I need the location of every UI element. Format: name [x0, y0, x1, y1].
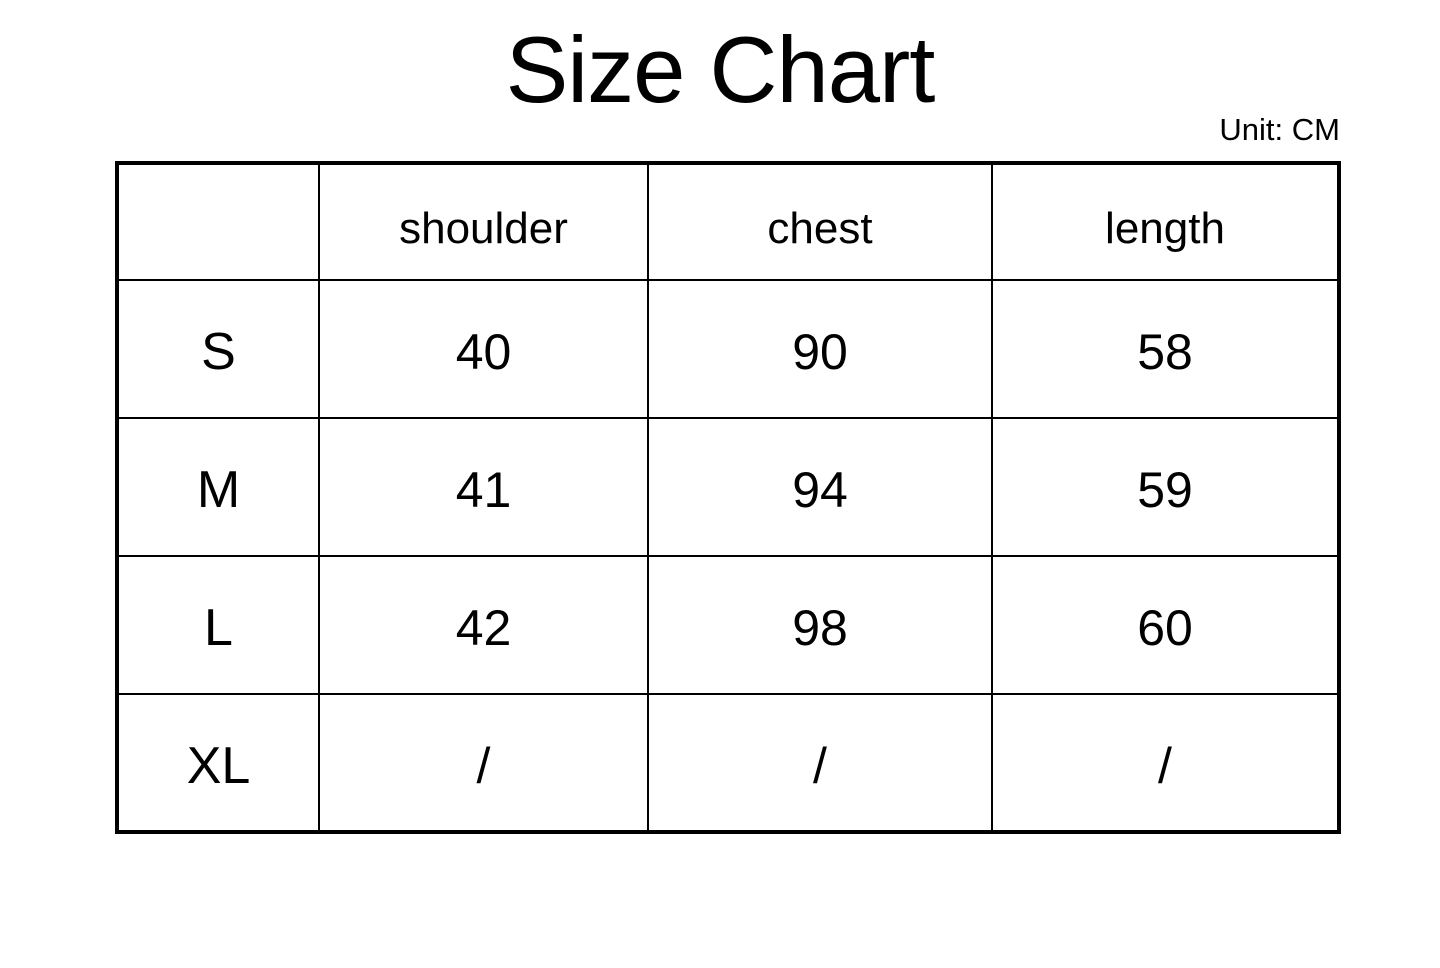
cell-l-length: 60: [991, 555, 1340, 695]
cell-s-shoulder: 40: [318, 279, 649, 419]
table-row-m: M 41 94 59: [116, 417, 1340, 557]
unit-label: Unit: CM: [1219, 112, 1340, 147]
cell-l-chest: 98: [647, 555, 993, 695]
table-header-row: shoulder chest length: [116, 162, 1340, 281]
table-row-l: L 42 98 60: [116, 555, 1340, 695]
table-row-xl: XL / / /: [116, 693, 1340, 833]
cell-m-chest: 94: [647, 417, 993, 557]
row-label-xl: XL: [116, 693, 320, 833]
column-header-blank: [116, 162, 320, 281]
size-chart-table: shoulder chest length S 40 90 58 M 41 94…: [115, 161, 1341, 834]
cell-l-shoulder: 42: [318, 555, 649, 695]
row-label-l: L: [116, 555, 320, 695]
cell-s-chest: 90: [647, 279, 993, 419]
cell-xl-length: /: [991, 693, 1340, 833]
cell-m-length: 59: [991, 417, 1340, 557]
cell-m-shoulder: 41: [318, 417, 649, 557]
cell-xl-chest: /: [647, 693, 993, 833]
cell-s-length: 58: [991, 279, 1340, 419]
table-row-s: S 40 90 58: [116, 279, 1340, 419]
row-label-m: M: [116, 417, 320, 557]
row-label-s: S: [116, 279, 320, 419]
cell-xl-shoulder: /: [318, 693, 649, 833]
column-header-length: length: [991, 162, 1340, 281]
column-header-chest: chest: [647, 162, 993, 281]
column-header-shoulder: shoulder: [318, 162, 649, 281]
page-title: Size Chart: [505, 17, 936, 122]
